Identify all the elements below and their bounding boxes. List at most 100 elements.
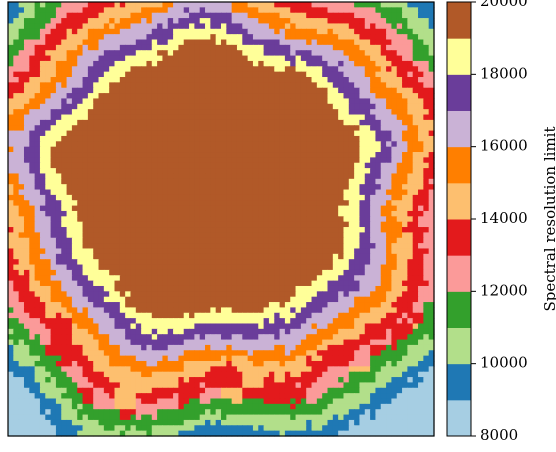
heatmap-cell xyxy=(205,60,211,67)
heatmap-cell xyxy=(119,114,126,121)
heatmap-cell xyxy=(61,7,68,14)
heatmap-cell xyxy=(236,2,243,8)
heatmap-cell xyxy=(45,98,52,105)
heatmap-cell xyxy=(87,66,94,73)
heatmap-cell xyxy=(295,280,302,287)
heatmap-cell xyxy=(87,178,94,185)
heatmap-cell xyxy=(162,44,169,51)
heatmap-cell xyxy=(98,232,105,239)
heatmap-cell xyxy=(252,205,259,212)
heatmap-cell xyxy=(290,109,297,116)
heatmap-cell xyxy=(103,125,110,132)
heatmap-cell xyxy=(364,50,371,57)
heatmap-cell xyxy=(348,125,355,132)
heatmap-cell xyxy=(45,28,52,35)
heatmap-cell xyxy=(71,125,78,132)
heatmap-cell xyxy=(98,77,105,83)
heatmap-cell xyxy=(162,275,169,282)
heatmap-cell xyxy=(306,114,313,121)
heatmap-cell xyxy=(402,60,408,67)
heatmap-cell xyxy=(87,119,94,126)
heatmap-cell xyxy=(258,259,265,266)
heatmap-cell xyxy=(146,173,153,180)
heatmap-cell xyxy=(151,12,158,19)
heatmap-cell xyxy=(189,66,195,73)
heatmap-cell xyxy=(130,82,137,89)
heatmap-cell xyxy=(55,55,62,62)
heatmap-cell xyxy=(338,44,345,51)
heatmap-cell xyxy=(263,280,270,287)
heatmap-cell xyxy=(45,71,52,78)
heatmap-cell xyxy=(364,275,371,282)
heatmap-cell xyxy=(146,2,153,8)
heatmap-cell xyxy=(173,285,179,292)
heatmap-cell xyxy=(199,157,206,164)
heatmap-cell xyxy=(386,184,392,191)
heatmap-cell xyxy=(34,50,41,57)
heatmap-cell xyxy=(231,34,238,41)
heatmap-cell xyxy=(375,12,382,19)
heatmap-cell xyxy=(327,39,334,46)
heatmap-cell xyxy=(50,93,57,100)
heatmap-cell xyxy=(428,285,435,292)
heatmap-cell xyxy=(231,237,238,244)
heatmap-cell xyxy=(338,28,345,35)
heatmap-cell xyxy=(284,50,291,57)
heatmap-cell xyxy=(194,205,201,212)
heatmap-cell xyxy=(135,269,142,276)
heatmap-cell xyxy=(125,18,132,25)
heatmap-cell xyxy=(247,114,254,121)
heatmap-cell xyxy=(359,184,366,191)
heatmap-cell xyxy=(428,307,435,314)
heatmap-cell xyxy=(322,194,329,201)
heatmap-cell xyxy=(61,66,68,73)
heatmap-cell xyxy=(98,243,105,250)
heatmap-cell xyxy=(50,221,57,228)
heatmap-cell xyxy=(167,71,174,78)
heatmap-cell xyxy=(141,184,148,191)
heatmap-cell xyxy=(412,146,419,153)
heatmap-cell xyxy=(407,109,414,116)
heatmap-cell xyxy=(295,259,302,266)
heatmap-cell xyxy=(279,200,286,207)
heatmap-cell xyxy=(114,264,121,271)
heatmap-cell xyxy=(247,125,254,132)
heatmap-cell xyxy=(380,55,387,62)
heatmap-cell xyxy=(268,184,275,191)
heatmap-cell xyxy=(428,173,435,180)
heatmap-cell xyxy=(284,280,291,287)
heatmap-cell xyxy=(205,93,211,100)
heatmap-cell xyxy=(316,114,323,121)
heatmap-cell xyxy=(343,114,350,121)
heatmap-cell xyxy=(423,285,430,292)
heatmap-cell xyxy=(13,157,20,164)
heatmap-cell xyxy=(221,216,227,223)
heatmap-cell xyxy=(93,50,100,57)
heatmap-cell xyxy=(130,323,137,330)
heatmap-cell xyxy=(183,269,190,276)
heatmap-cell xyxy=(391,307,398,314)
heatmap-cell xyxy=(173,253,179,260)
heatmap-cell xyxy=(231,275,238,282)
heatmap-cell xyxy=(311,232,318,239)
heatmap-cell xyxy=(306,253,313,260)
heatmap-cell xyxy=(407,12,414,19)
heatmap-cell xyxy=(119,39,126,46)
heatmap-cell xyxy=(130,302,137,309)
heatmap-cell xyxy=(380,328,387,335)
heatmap-cell xyxy=(103,264,110,271)
heatmap-cell xyxy=(391,269,398,276)
heatmap-cell xyxy=(55,28,62,35)
heatmap-cell xyxy=(18,210,25,217)
heatmap-cell xyxy=(332,168,339,175)
heatmap-cell xyxy=(183,135,190,142)
heatmap-cell xyxy=(370,312,377,319)
heatmap-cell xyxy=(263,237,270,244)
heatmap-cell xyxy=(407,152,414,158)
heatmap-cell xyxy=(55,98,62,105)
heatmap-cell xyxy=(322,275,329,282)
heatmap-cell xyxy=(412,243,419,250)
heatmap-cell xyxy=(178,146,185,153)
heatmap-cell xyxy=(34,114,41,121)
heatmap-cell xyxy=(407,60,414,67)
